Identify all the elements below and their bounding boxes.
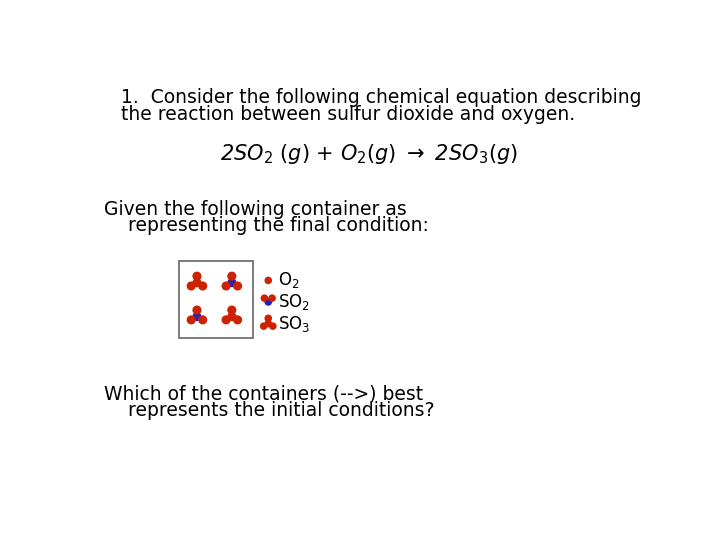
Circle shape — [199, 316, 207, 323]
Circle shape — [222, 282, 230, 290]
Text: 2SO$_2$ $(g)$ + O$_2$$(g)$ $\rightarrow$ 2SO$_3$$(g)$: 2SO$_2$ $(g)$ + O$_2$$(g)$ $\rightarrow$… — [220, 142, 518, 166]
Circle shape — [193, 272, 201, 280]
Circle shape — [265, 320, 271, 327]
Circle shape — [261, 295, 268, 301]
Circle shape — [270, 323, 276, 329]
Text: SO$_3$: SO$_3$ — [279, 314, 310, 334]
Circle shape — [187, 282, 195, 290]
Circle shape — [269, 295, 275, 301]
Circle shape — [187, 316, 195, 323]
Text: 1.  Consider the following chemical equation describing: 1. Consider the following chemical equat… — [121, 88, 642, 107]
Circle shape — [228, 313, 235, 320]
Circle shape — [265, 299, 271, 305]
Circle shape — [193, 279, 201, 287]
Circle shape — [228, 306, 235, 314]
Circle shape — [228, 272, 235, 280]
Text: representing the final condition:: representing the final condition: — [104, 217, 429, 235]
Circle shape — [261, 323, 267, 329]
Circle shape — [228, 279, 235, 287]
Text: O$_2$: O$_2$ — [279, 271, 300, 291]
Text: Given the following container as: Given the following container as — [104, 200, 407, 219]
Text: Which of the containers (-->) best: Which of the containers (-->) best — [104, 384, 423, 403]
Circle shape — [234, 316, 241, 323]
Circle shape — [222, 316, 230, 323]
Text: represents the initial conditions?: represents the initial conditions? — [104, 401, 434, 420]
Circle shape — [193, 313, 201, 320]
Circle shape — [265, 278, 271, 284]
Circle shape — [193, 306, 201, 314]
Circle shape — [199, 282, 207, 290]
Bar — [179, 261, 253, 338]
Text: the reaction between sulfur dioxide and oxygen.: the reaction between sulfur dioxide and … — [121, 105, 575, 124]
Circle shape — [265, 315, 271, 321]
Text: SO$_2$: SO$_2$ — [279, 292, 310, 312]
Circle shape — [234, 282, 241, 290]
